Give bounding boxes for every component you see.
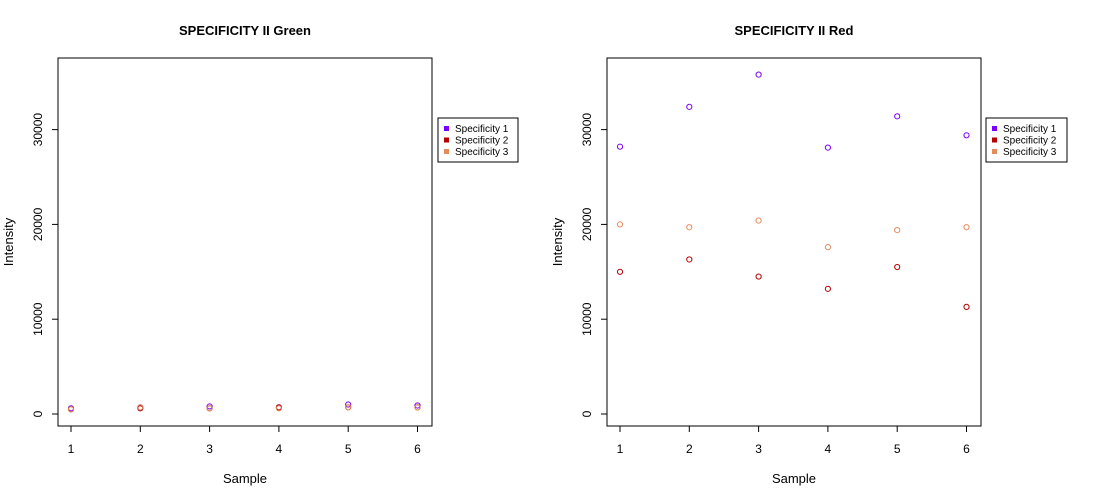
x-tick-label: 6 [414,442,421,456]
x-axis-label: Sample [772,471,816,486]
data-point [275,405,282,412]
data-point [414,402,421,409]
data-point [824,144,832,151]
y-tick-label: 0 [31,410,45,417]
y-tick-label: 10000 [580,302,594,336]
data-point [686,256,693,263]
y-tick-label: 30000 [580,113,594,147]
data-point [894,113,901,120]
data-point [894,263,901,271]
y-tick-label: 20000 [31,207,45,241]
x-tick-label: 5 [894,442,901,456]
legend-swatch [992,126,997,131]
legend-box [437,117,519,163]
data-point [686,103,693,110]
data-point [206,405,213,412]
legend-swatch [992,149,997,154]
data-point [345,404,352,411]
data-point [616,221,624,228]
plot-frame [606,57,982,427]
y-axis-label: Intensity [1,217,16,266]
legend-entry: Specificity 3 [1003,147,1057,158]
x-tick-label: 4 [825,442,832,456]
x-tick-label: 3 [755,442,762,456]
data-point [963,303,970,310]
x-tick-label: 1 [617,442,624,456]
data-point [755,217,762,224]
x-tick-label: 6 [963,442,970,456]
chart-title: SPECIFICITY II Red [735,23,854,38]
x-tick-label: 1 [68,442,75,456]
data-point [345,401,352,408]
data-point [824,285,832,292]
data-point [963,132,970,139]
legend-entry: Specificity 2 [1003,136,1057,147]
data-point [67,406,75,413]
x-axis-label: Sample [223,471,267,486]
legend-entry: Specificity 3 [455,147,509,158]
y-tick-label: 0 [580,410,594,417]
x-tick-label: 2 [686,442,693,456]
x-tick-label: 2 [137,442,144,456]
legend-entry: Specificity 1 [455,124,509,135]
legend-box [985,117,1068,163]
data-point [963,224,970,231]
legend-swatch [444,126,449,131]
data-point [414,404,421,411]
x-tick-label: 4 [276,442,283,456]
data-point [686,224,693,231]
legend-swatch [444,137,449,143]
chart-title: SPECIFICITY II Green [179,23,311,38]
y-tick-label: 10000 [31,302,45,336]
data-point [824,244,832,251]
legend-entry: Specificity 1 [1003,124,1057,135]
legend-entry: Specificity 2 [455,136,509,147]
data-point [137,404,144,411]
data-point [755,273,762,280]
x-tick-label: 5 [345,442,352,456]
data-point [616,143,624,150]
y-axis-label: Intensity [550,217,565,266]
data-point [616,268,624,275]
y-tick-label: 20000 [580,207,594,241]
legend-swatch [444,149,449,154]
legend-swatch [992,137,997,143]
data-point [206,403,213,410]
x-tick-label: 3 [206,442,213,456]
data-point [755,71,762,78]
plot-frame [57,57,433,427]
y-tick-label: 30000 [31,113,45,147]
data-point [894,226,901,234]
